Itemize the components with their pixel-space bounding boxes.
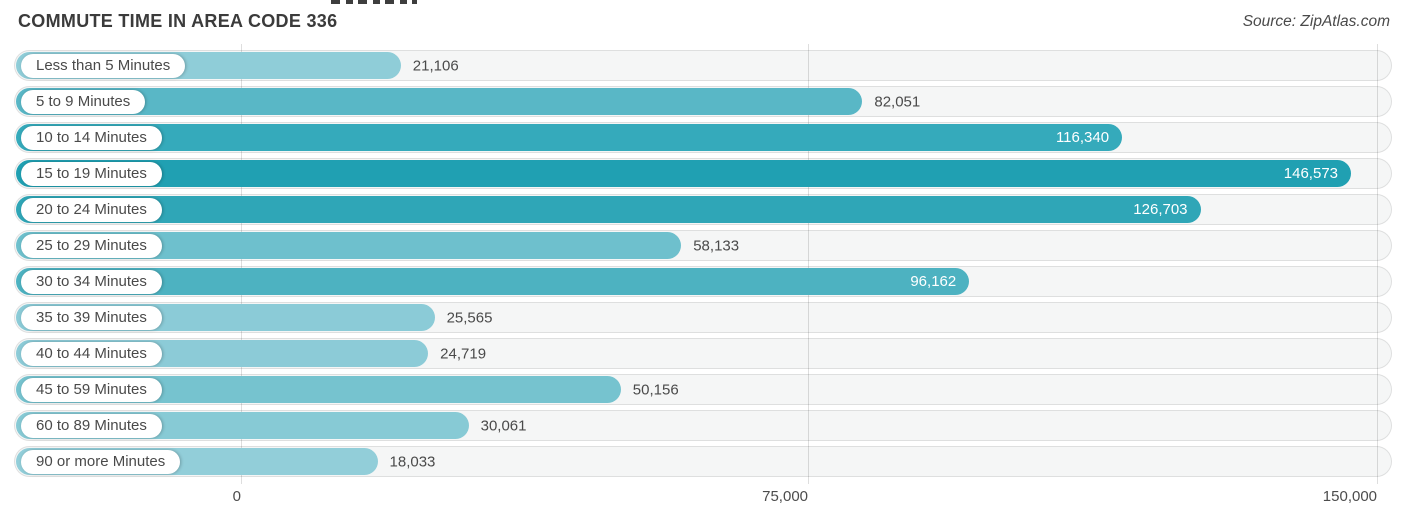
gridline-150,000 (1377, 44, 1379, 484)
bar-value-label: 50,156 (632, 381, 679, 398)
bar[interactable]: 45 to 59 Minutes (16, 376, 621, 403)
bar-category-label: 5 to 9 Minutes (21, 89, 146, 114)
bar-value-label: 25,565 (446, 309, 493, 326)
bar[interactable]: 25 to 29 Minutes (16, 232, 682, 259)
gridline-75,000 (808, 44, 810, 484)
bar-value-label: 58,133 (693, 237, 740, 254)
bar-row: 30 to 34 Minutes 96,162 (14, 266, 1392, 297)
x-axis: 0 75,000 150,000 (0, 484, 1406, 510)
bar-row: 40 to 44 Minutes 24,719 (14, 338, 1392, 369)
bar-row: 35 to 39 Minutes 25,565 (14, 302, 1392, 333)
bar-row: 10 to 14 Minutes 116,340 (14, 122, 1392, 153)
x-axis-tick-label: 0 (232, 488, 241, 505)
bar[interactable]: 10 to 14 Minutes 116,340 (16, 124, 1123, 151)
bar-row: 60 to 89 Minutes 30,061 (14, 410, 1392, 441)
bar-value-label: 116,340 (1055, 129, 1110, 146)
chart-header: COMMUTE TIME IN AREA CODE 336 Source: Zi… (0, 0, 1406, 44)
bar-value-label: 82,051 (874, 93, 921, 110)
bar-category-label: 15 to 19 Minutes (21, 161, 162, 186)
bar[interactable]: 15 to 19 Minutes 146,573 (16, 160, 1352, 187)
x-axis-tick-label: 75,000 (762, 488, 809, 505)
bar-category-label: 25 to 29 Minutes (21, 233, 162, 258)
bar-rows: Less than 5 Minutes 21,106 5 to 9 Minutes 8… (0, 50, 1406, 477)
bar[interactable]: 5 to 9 Minutes (16, 88, 863, 115)
bar[interactable]: 35 to 39 Minutes (16, 304, 435, 331)
bar-category-label: 30 to 34 Minutes (21, 269, 162, 294)
bar-row: 15 to 19 Minutes 146,573 (14, 158, 1392, 189)
bar-value-label: 24,719 (440, 345, 487, 362)
bar-category-label: 45 to 59 Minutes (21, 377, 162, 402)
bar-row: 90 or more Minutes 18,033 (14, 446, 1392, 477)
bar-row: 45 to 59 Minutes 50,156 (14, 374, 1392, 405)
bar-row: 20 to 24 Minutes 126,703 (14, 194, 1392, 225)
gridline-0 (240, 44, 242, 484)
bar[interactable]: Less than 5 Minutes (16, 52, 401, 79)
bar-value-label: 126,703 (1133, 201, 1188, 218)
bar-row: 25 to 29 Minutes 58,133 (14, 230, 1392, 261)
bar-category-label: Less than 5 Minutes (21, 53, 186, 78)
bar-row: 5 to 9 Minutes 82,051 (14, 86, 1392, 117)
gridlines (0, 44, 1406, 484)
bar-category-label: 20 to 24 Minutes (21, 197, 162, 222)
bar[interactable]: 90 or more Minutes (16, 448, 378, 475)
bar-category-label: 35 to 39 Minutes (21, 305, 162, 330)
bar[interactable]: 20 to 24 Minutes 126,703 (16, 196, 1201, 223)
bar[interactable]: 30 to 34 Minutes 96,162 (16, 268, 970, 295)
bar[interactable]: 60 to 89 Minutes (16, 412, 469, 439)
bar-value-label: 96,162 (910, 273, 957, 290)
bar-chart: Less than 5 Minutes 21,106 5 to 9 Minutes 8… (0, 44, 1406, 510)
bar-category-label: 40 to 44 Minutes (21, 341, 162, 366)
bar-value-label: 146,573 (1283, 165, 1339, 182)
cropped-top-artifact (331, 0, 417, 4)
bar[interactable]: 40 to 44 Minutes (16, 340, 429, 367)
source-attribution: Source: ZipAtlas.com (1242, 13, 1390, 30)
bar-category-label: 90 or more Minutes (21, 449, 181, 474)
bar-value-label: 21,106 (412, 57, 459, 74)
bar-row: Less than 5 Minutes 21,106 (14, 50, 1392, 81)
bar-category-label: 60 to 89 Minutes (21, 413, 162, 438)
x-axis-tick-label: 150,000 (1322, 488, 1378, 505)
bar-category-label: 10 to 14 Minutes (21, 125, 162, 150)
bar-value-label: 30,061 (480, 417, 527, 434)
bar-value-label: 18,033 (389, 453, 436, 470)
chart-title: COMMUTE TIME IN AREA CODE 336 (18, 11, 338, 31)
